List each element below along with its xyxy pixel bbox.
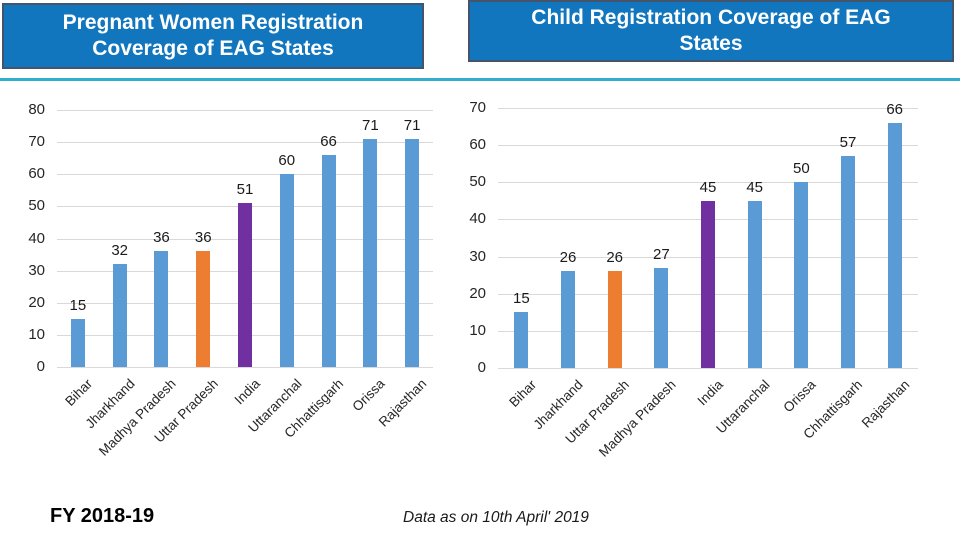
bar-value-label: 66 — [320, 132, 337, 150]
y-axis-tick-label: 0 — [477, 359, 486, 376]
bar-chhattisgarh — [321, 154, 336, 367]
y-axis-tick-label: 0 — [36, 358, 45, 375]
gridline — [57, 367, 433, 368]
x-axis-category-label: Bihar — [506, 377, 539, 410]
bar-uttar-pradesh — [196, 251, 211, 367]
bar-india — [238, 203, 252, 367]
gridline — [57, 142, 433, 144]
bar-value-label: 66 — [886, 100, 903, 118]
bar-rajasthan — [887, 122, 902, 368]
bar-value-label: 60 — [278, 152, 296, 170]
bar-bihar — [514, 312, 529, 368]
child-bar-chart: 0 10 20 30 40 50 60 70 15 Bihar 26 Jharkhand 26 Uttar… — [460, 95, 960, 495]
y-axis-tick-label: 80 — [28, 101, 45, 118]
bar-orissa — [794, 182, 809, 368]
bar-rajasthan — [405, 138, 420, 367]
gridline — [57, 110, 433, 111]
bar-bihar — [70, 318, 85, 367]
bar-uttaranchal — [279, 174, 294, 367]
bar-value-label: 15 — [512, 290, 530, 308]
y-axis-tick-label: 40 — [469, 210, 486, 228]
x-axis-category-label: Orissa — [349, 376, 388, 415]
y-axis-tick-label: 30 — [28, 261, 45, 279]
bar-value-label: 32 — [111, 242, 128, 260]
bar-chhattisgarh — [841, 156, 855, 368]
x-axis-category-label: Bihar — [62, 376, 96, 409]
bar-orissa — [363, 138, 378, 367]
gridline — [498, 182, 918, 184]
y-axis-tick-label: 20 — [469, 284, 486, 302]
bar-value-label: 26 — [559, 249, 577, 267]
y-axis-tick-label: 10 — [469, 321, 486, 339]
data-as-on-note: Data as on 10th April' 2019 — [403, 509, 589, 526]
y-axis-tick-label: 60 — [28, 165, 45, 183]
bar-value-label: 71 — [361, 116, 379, 134]
bar-value-label: 36 — [153, 229, 170, 247]
bar-value-label: 26 — [606, 249, 623, 267]
y-axis-tick-label: 30 — [469, 247, 486, 265]
bar-uttaranchal — [747, 200, 762, 368]
x-axis-category-label: India — [231, 376, 263, 408]
child-chart-title: Child Registration Coverage of EAG State… — [468, 0, 954, 62]
fiscal-year-label: FY 2018-19 — [50, 505, 155, 527]
bar-value-label: 36 — [194, 229, 212, 247]
bar-value-label: 45 — [746, 178, 763, 196]
bar-value-label: 15 — [69, 296, 87, 314]
gridline — [498, 108, 918, 109]
gridline — [498, 145, 918, 147]
bar-value-label: 45 — [699, 178, 717, 196]
bar-value-label: 57 — [839, 134, 857, 152]
x-axis-category-label: India — [694, 377, 726, 409]
bar-india — [701, 200, 715, 368]
bar-madhya-pradesh — [154, 251, 169, 367]
y-axis-tick-label: 70 — [469, 99, 486, 116]
y-axis-tick-label: 60 — [469, 136, 486, 154]
bar-madhya-pradesh — [654, 267, 669, 368]
y-axis-tick-label: 40 — [28, 229, 45, 247]
bar-jharkhand — [112, 264, 127, 367]
bar-value-label: 51 — [236, 181, 254, 199]
bar-uttar-pradesh — [607, 271, 622, 368]
bar-value-label: 50 — [792, 160, 810, 178]
bar-jharkhand — [561, 271, 575, 368]
pregnant-women-chart-title: Pregnant Women Registration Coverage of … — [2, 3, 424, 69]
pregnant-women-bar-chart: 0 10 20 30 40 50 60 70 80 15 Bihar 32 Jharkhand 36 Mad… — [0, 95, 460, 495]
x-axis-category-label: Orissa — [780, 377, 819, 416]
bar-value-label: 27 — [652, 245, 670, 263]
bar-value-label: 71 — [403, 116, 421, 134]
y-axis-tick-label: 10 — [28, 325, 45, 343]
y-axis-tick-label: 50 — [28, 197, 45, 215]
y-axis-tick-label: 50 — [469, 173, 486, 191]
gridline — [57, 174, 433, 176]
x-axis-category-label: Rajasthan — [858, 377, 913, 431]
y-axis-tick-label: 20 — [28, 293, 45, 311]
x-axis-category-label: Madhya Pradesh — [96, 376, 180, 459]
divider-line — [0, 78, 960, 81]
gridline — [498, 368, 918, 369]
y-axis-tick-label: 70 — [28, 133, 45, 151]
